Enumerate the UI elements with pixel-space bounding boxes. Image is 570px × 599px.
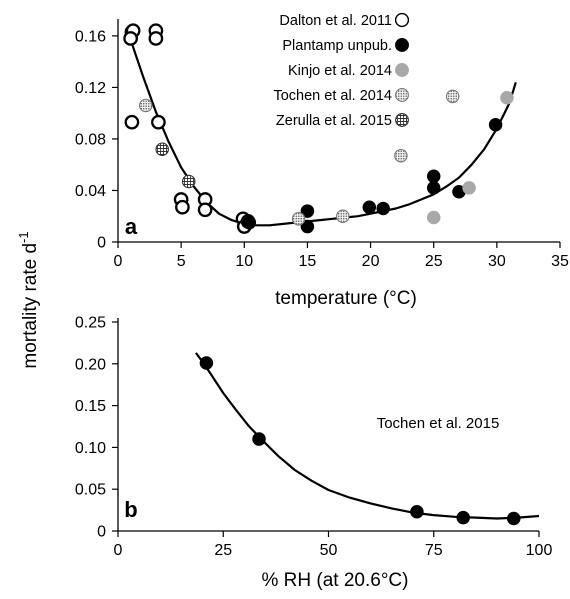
x-tick-label: 75 <box>425 542 443 559</box>
y-tick-label: 0.08 <box>75 131 106 148</box>
series-filled-circle <box>199 356 521 526</box>
legend-label: Dalton et al. 2011 <box>279 13 392 29</box>
data-point <box>199 356 214 370</box>
series-filled-circle <box>242 118 503 234</box>
data-point <box>488 118 503 132</box>
data-point <box>197 202 213 218</box>
y-tick-label: 0.04 <box>75 183 106 200</box>
x-tick-label: 0 <box>114 542 123 559</box>
x-tick-label: 5 <box>177 253 186 270</box>
y-tick-label: 0.15 <box>75 398 106 415</box>
legend-marker <box>395 38 409 52</box>
data-point <box>426 210 441 225</box>
data-point <box>124 114 140 130</box>
series-open-circle <box>123 23 256 234</box>
y-tick-label: 0.20 <box>75 356 106 373</box>
legend: Dalton et al. 2011 Plantamp unpub. Kinjo e… <box>273 12 410 129</box>
legend-marker <box>394 12 410 28</box>
x-axis-title: temperature (°C) <box>275 288 417 309</box>
x-tick-label: 35 <box>551 253 569 270</box>
x-tick-label: 100 <box>526 542 553 559</box>
x-tick-label: 15 <box>299 253 317 270</box>
data-point <box>139 98 153 113</box>
data-point <box>181 174 196 189</box>
y-tick-label: 0.25 <box>75 315 106 332</box>
fitted-curve <box>195 352 540 520</box>
data-point <box>300 219 315 234</box>
data-point <box>506 511 521 526</box>
y-tick-label: 0 <box>97 235 106 252</box>
source-annotation: Tochen et al. 2015 <box>377 415 500 432</box>
data-point <box>291 212 306 226</box>
x-tick-label: 30 <box>488 253 506 270</box>
data-point <box>410 505 424 519</box>
y-tick-label: 0 <box>97 524 106 541</box>
data-point <box>336 209 350 223</box>
series-hatched-circle <box>155 142 196 189</box>
data-point <box>300 204 315 218</box>
panel-a-temperature-chart: 0 5 10 15 20 25 30 35 0 0.04 0.08 0.12 0.16 temperatu… <box>75 12 569 309</box>
data-point <box>445 89 460 104</box>
data-point <box>500 90 514 105</box>
legend-label: Plantamp unpub. <box>282 38 392 54</box>
y-tick-label: 0.16 <box>75 28 106 45</box>
data-point <box>148 31 164 46</box>
legend-label: Zerulla et al. 2015 <box>276 113 392 129</box>
x-tick-label: 20 <box>362 253 380 270</box>
y-tick-label: 0.12 <box>75 80 106 97</box>
panel-label: a <box>125 214 138 239</box>
legend-marker <box>395 88 409 102</box>
legend-label: Kinjo et al. 2014 <box>288 63 392 79</box>
data-point <box>155 142 169 156</box>
shared-y-axis-label-main: mortality rate d <box>20 243 41 369</box>
data-point <box>242 215 257 230</box>
data-point <box>175 199 190 215</box>
data-point <box>376 201 390 216</box>
data-point <box>394 148 408 163</box>
fitted-curve <box>129 39 517 227</box>
data-point <box>456 510 470 525</box>
x-tick-label: 50 <box>320 542 338 559</box>
legend-marker <box>395 113 409 127</box>
data-point <box>252 432 266 446</box>
y-tick-label: 0.05 <box>75 482 106 499</box>
series-dotted-circle <box>139 89 460 226</box>
data-point <box>123 31 138 46</box>
shared-y-axis-label: mortality rate d-1 <box>16 231 41 368</box>
series-gray-circle <box>426 90 514 225</box>
data-point <box>426 181 441 195</box>
x-tick-label: 25 <box>214 542 232 559</box>
data-point <box>462 181 476 195</box>
shared-y-axis-label-sup: -1 <box>16 231 31 243</box>
legend-label: Tochen et al. 2014 <box>273 88 392 104</box>
data-point <box>151 114 166 130</box>
legend-marker <box>395 63 409 77</box>
panel-b-humidity-chart: 0 25 50 75 100 0 0.05 0.10 0.15 0.20 0.25 % RH (at … <box>75 315 553 592</box>
x-tick-label: 25 <box>425 253 443 270</box>
data-point <box>426 169 441 184</box>
y-tick-label: 0.10 <box>75 440 106 457</box>
x-tick-label: 0 <box>114 253 123 270</box>
data-point <box>362 200 377 214</box>
x-tick-label: 10 <box>235 253 253 270</box>
x-axis-title: % RH (at 20.6°C) <box>262 570 409 591</box>
panel-label: b <box>124 497 137 522</box>
